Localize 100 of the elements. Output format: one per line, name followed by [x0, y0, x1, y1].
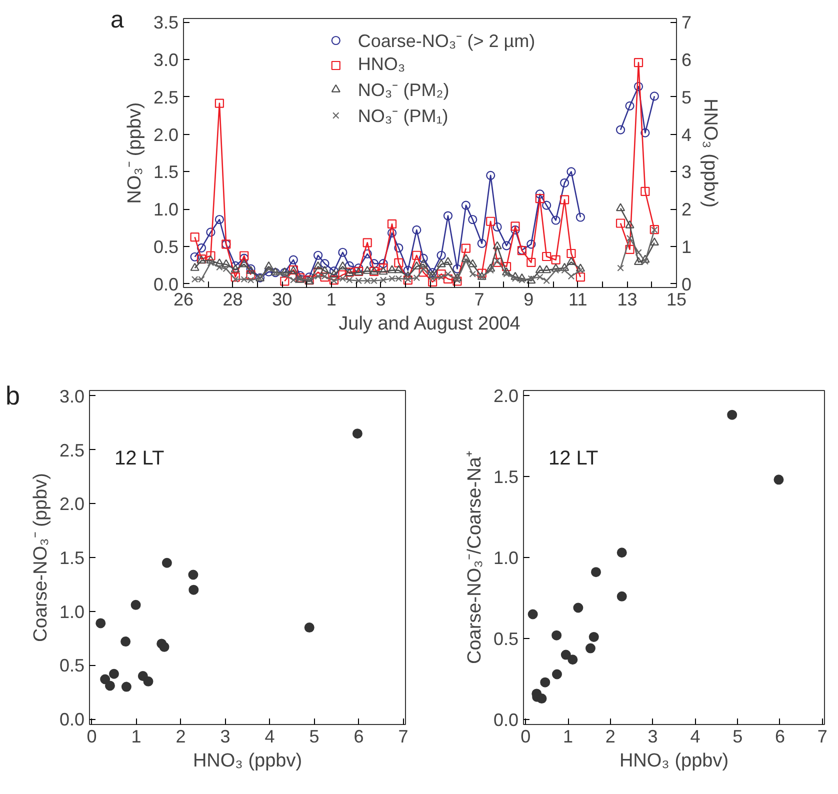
point — [369, 259, 379, 268]
point — [378, 259, 388, 268]
y-tick-label: 0.5 — [493, 629, 519, 650]
point — [566, 256, 576, 265]
x-tick-label: 1 — [326, 290, 336, 310]
point — [121, 682, 132, 692]
y-tick-label: 2.0 — [59, 494, 85, 514]
point — [429, 275, 436, 282]
point — [462, 257, 470, 264]
point — [418, 254, 428, 263]
point — [542, 200, 552, 210]
point — [240, 251, 249, 260]
point — [585, 643, 596, 654]
point — [477, 238, 486, 248]
point — [616, 591, 627, 602]
point — [502, 262, 512, 272]
point — [502, 267, 512, 276]
y-tick-label: 0.5 — [153, 236, 179, 257]
point — [443, 274, 453, 284]
point — [552, 630, 562, 640]
point — [486, 264, 496, 272]
point — [560, 195, 570, 204]
point — [566, 167, 576, 176]
point — [576, 264, 586, 272]
point — [412, 250, 422, 260]
legend-label: HNO₃ — [358, 54, 406, 75]
point — [304, 622, 314, 633]
point — [190, 252, 200, 262]
point — [188, 584, 199, 595]
point — [394, 258, 404, 268]
point — [264, 261, 274, 270]
x-tick-label: 2 — [605, 726, 616, 746]
point — [436, 250, 446, 260]
x-axis-title: HNO₃ (ppbv) — [619, 750, 729, 772]
point — [635, 249, 642, 256]
point — [362, 249, 372, 258]
point — [542, 252, 552, 262]
point — [159, 642, 170, 652]
y-tick-label: 2.0 — [493, 386, 519, 406]
point — [727, 410, 738, 420]
x-axis-title: HNO₃ (ppbv) — [192, 750, 302, 772]
x-tick-label: 7 — [474, 290, 484, 310]
point — [413, 274, 420, 282]
x-tick-label: 3 — [648, 726, 658, 746]
y2-tick-label: 7 — [682, 12, 692, 33]
point — [452, 273, 462, 282]
y-tick-label: 2.0 — [153, 124, 179, 145]
x-axis-title: July and August 2004 — [338, 314, 521, 334]
point — [329, 266, 339, 276]
y2-tick-label: 2 — [682, 200, 692, 220]
point — [281, 271, 288, 278]
x-tick-label: 9 — [524, 290, 534, 310]
point — [143, 676, 154, 686]
y-tick-label: 3.0 — [59, 386, 85, 406]
point — [526, 240, 536, 249]
point — [443, 256, 453, 265]
point — [288, 255, 298, 264]
point — [634, 58, 644, 68]
point — [528, 609, 538, 620]
point — [634, 256, 644, 265]
x-tick-label: 3 — [220, 726, 230, 746]
x-tick-label: 5 — [309, 726, 320, 746]
point — [477, 268, 486, 278]
point — [240, 254, 249, 263]
x-tick-label: 0 — [520, 726, 531, 746]
y-tick-label: 1.0 — [59, 602, 85, 622]
point — [352, 428, 362, 439]
point — [206, 255, 216, 264]
point — [403, 266, 412, 275]
point — [551, 216, 560, 225]
y-tick-label: 1.0 — [493, 548, 519, 568]
point — [240, 259, 249, 268]
y-tick-label: 0.0 — [493, 710, 519, 730]
point — [320, 266, 330, 274]
point — [536, 694, 547, 704]
point — [640, 254, 650, 263]
y2-tick-label: 1 — [682, 236, 692, 257]
y2-tick-label: 6 — [682, 50, 692, 70]
point — [510, 222, 520, 231]
point — [502, 241, 512, 250]
point — [190, 232, 200, 242]
point — [540, 677, 550, 688]
point — [207, 259, 214, 266]
x-tick-label: 5 — [424, 290, 436, 310]
point — [774, 474, 784, 485]
point — [461, 244, 470, 253]
point — [418, 259, 428, 268]
point — [162, 558, 172, 568]
x-tick-label: 6 — [354, 726, 364, 746]
point — [535, 194, 544, 204]
x-tick-label: 4 — [264, 726, 275, 746]
point — [625, 101, 634, 110]
x-tick-label: 4 — [690, 726, 700, 746]
point — [378, 264, 388, 273]
annotation: 12 LT — [548, 448, 598, 470]
x-tick-label: 1 — [563, 726, 574, 746]
point — [104, 680, 115, 691]
legend-label: Coarse-NO₃⁻ (> 2 µm) — [358, 30, 536, 52]
point — [230, 261, 240, 270]
point — [486, 170, 496, 180]
